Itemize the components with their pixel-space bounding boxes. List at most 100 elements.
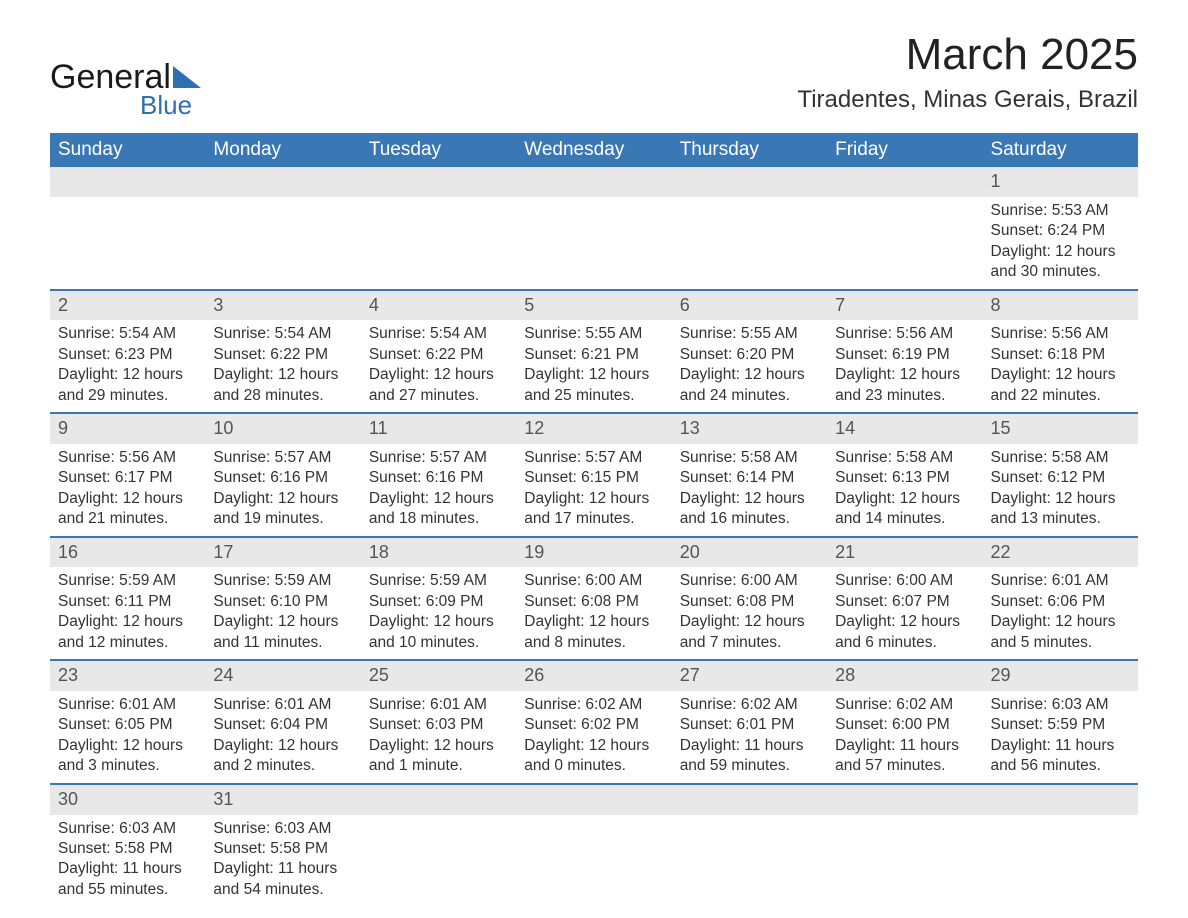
day1-text: Daylight: 11 hours [835, 736, 974, 756]
day-number [672, 784, 827, 815]
day2-text: and 27 minutes. [369, 386, 508, 406]
sunrise-text: Sunrise: 5:55 AM [524, 324, 663, 344]
day-cell [205, 197, 360, 290]
sunrise-text: Sunrise: 5:54 AM [58, 324, 197, 344]
day-cell: Sunrise: 5:55 AMSunset: 6:20 PMDaylight:… [672, 320, 827, 413]
week-daynum-row: 16171819202122 [50, 537, 1138, 568]
day1-text: Daylight: 12 hours [835, 489, 974, 509]
sunset-text: Sunset: 6:16 PM [369, 468, 508, 488]
day1-text: Daylight: 12 hours [369, 736, 508, 756]
day-number: 29 [983, 660, 1138, 691]
sunset-text: Sunset: 6:19 PM [835, 345, 974, 365]
sunrise-text: Sunrise: 5:58 AM [680, 448, 819, 468]
sunset-text: Sunset: 6:18 PM [991, 345, 1130, 365]
sunrise-text: Sunrise: 5:59 AM [369, 571, 508, 591]
day-number: 9 [50, 413, 205, 444]
sunset-text: Sunset: 6:00 PM [835, 715, 974, 735]
sunset-text: Sunset: 6:24 PM [991, 221, 1130, 241]
sunrise-text: Sunrise: 6:02 AM [835, 695, 974, 715]
sunrise-text: Sunrise: 6:01 AM [213, 695, 352, 715]
sunset-text: Sunset: 6:11 PM [58, 592, 197, 612]
week-daynum-row: 3031 [50, 784, 1138, 815]
day-number [361, 167, 516, 197]
sunset-text: Sunset: 6:23 PM [58, 345, 197, 365]
day-cell: Sunrise: 5:58 AMSunset: 6:13 PMDaylight:… [827, 444, 982, 537]
day1-text: Daylight: 12 hours [991, 489, 1130, 509]
day-cell: Sunrise: 6:01 AMSunset: 6:03 PMDaylight:… [361, 691, 516, 784]
day-number: 17 [205, 537, 360, 568]
sunrise-text: Sunrise: 6:02 AM [524, 695, 663, 715]
day-number: 13 [672, 413, 827, 444]
day1-text: Daylight: 12 hours [524, 365, 663, 385]
day2-text: and 57 minutes. [835, 756, 974, 776]
col-thursday: Thursday [672, 133, 827, 167]
week-data-row: Sunrise: 6:01 AMSunset: 6:05 PMDaylight:… [50, 691, 1138, 784]
day1-text: Daylight: 12 hours [213, 736, 352, 756]
sunset-text: Sunset: 6:08 PM [680, 592, 819, 612]
col-sunday: Sunday [50, 133, 205, 167]
day-cell [361, 815, 516, 907]
sunset-text: Sunset: 6:21 PM [524, 345, 663, 365]
day-cell: Sunrise: 5:54 AMSunset: 6:22 PMDaylight:… [205, 320, 360, 413]
day1-text: Daylight: 12 hours [58, 736, 197, 756]
sunset-text: Sunset: 6:07 PM [835, 592, 974, 612]
sunrise-text: Sunrise: 5:59 AM [58, 571, 197, 591]
day1-text: Daylight: 12 hours [369, 365, 508, 385]
day-number [516, 167, 671, 197]
day2-text: and 56 minutes. [991, 756, 1130, 776]
day-cell: Sunrise: 6:01 AMSunset: 6:05 PMDaylight:… [50, 691, 205, 784]
day-cell: Sunrise: 6:02 AMSunset: 6:02 PMDaylight:… [516, 691, 671, 784]
sunrise-text: Sunrise: 5:59 AM [213, 571, 352, 591]
sunset-text: Sunset: 5:58 PM [213, 839, 352, 859]
page-header: General Blue March 2025 Tiradentes, Mina… [50, 30, 1138, 121]
day-number: 8 [983, 290, 1138, 321]
day1-text: Daylight: 12 hours [680, 612, 819, 632]
sunrise-text: Sunrise: 6:03 AM [213, 819, 352, 839]
logo: General Blue [50, 60, 201, 121]
day2-text: and 0 minutes. [524, 756, 663, 776]
day-number: 1 [983, 167, 1138, 197]
day-cell: Sunrise: 6:00 AMSunset: 6:08 PMDaylight:… [516, 567, 671, 660]
header-row: Sunday Monday Tuesday Wednesday Thursday… [50, 133, 1138, 167]
day-number: 24 [205, 660, 360, 691]
day2-text: and 25 minutes. [524, 386, 663, 406]
sunset-text: Sunset: 6:02 PM [524, 715, 663, 735]
sunrise-text: Sunrise: 5:58 AM [991, 448, 1130, 468]
logo-brand2: Blue [140, 90, 201, 121]
day-number [672, 167, 827, 197]
day-cell: Sunrise: 6:02 AMSunset: 6:01 PMDaylight:… [672, 691, 827, 784]
sunrise-text: Sunrise: 5:58 AM [835, 448, 974, 468]
sunrise-text: Sunrise: 6:01 AM [369, 695, 508, 715]
day2-text: and 55 minutes. [58, 880, 197, 900]
sunrise-text: Sunrise: 5:57 AM [369, 448, 508, 468]
day-cell: Sunrise: 6:01 AMSunset: 6:06 PMDaylight:… [983, 567, 1138, 660]
day-number [205, 167, 360, 197]
day1-text: Daylight: 12 hours [369, 612, 508, 632]
day-number [983, 784, 1138, 815]
sunrise-text: Sunrise: 5:55 AM [680, 324, 819, 344]
day-cell: Sunrise: 5:56 AMSunset: 6:17 PMDaylight:… [50, 444, 205, 537]
day-cell: Sunrise: 5:54 AMSunset: 6:23 PMDaylight:… [50, 320, 205, 413]
sunset-text: Sunset: 5:58 PM [58, 839, 197, 859]
day-cell [361, 197, 516, 290]
sunset-text: Sunset: 6:06 PM [991, 592, 1130, 612]
day2-text: and 21 minutes. [58, 509, 197, 529]
sunrise-text: Sunrise: 5:54 AM [369, 324, 508, 344]
day-number: 16 [50, 537, 205, 568]
day1-text: Daylight: 12 hours [58, 489, 197, 509]
day-number [827, 167, 982, 197]
day2-text: and 24 minutes. [680, 386, 819, 406]
sunrise-text: Sunrise: 6:01 AM [991, 571, 1130, 591]
day2-text: and 28 minutes. [213, 386, 352, 406]
sunset-text: Sunset: 6:09 PM [369, 592, 508, 612]
day1-text: Daylight: 11 hours [680, 736, 819, 756]
sunset-text: Sunset: 6:15 PM [524, 468, 663, 488]
day1-text: Daylight: 12 hours [58, 365, 197, 385]
sunset-text: Sunset: 6:22 PM [213, 345, 352, 365]
title-block: March 2025 Tiradentes, Minas Gerais, Bra… [797, 30, 1138, 114]
day2-text: and 22 minutes. [991, 386, 1130, 406]
day-number [516, 784, 671, 815]
sunrise-text: Sunrise: 6:00 AM [680, 571, 819, 591]
day1-text: Daylight: 12 hours [369, 489, 508, 509]
day2-text: and 30 minutes. [991, 262, 1130, 282]
